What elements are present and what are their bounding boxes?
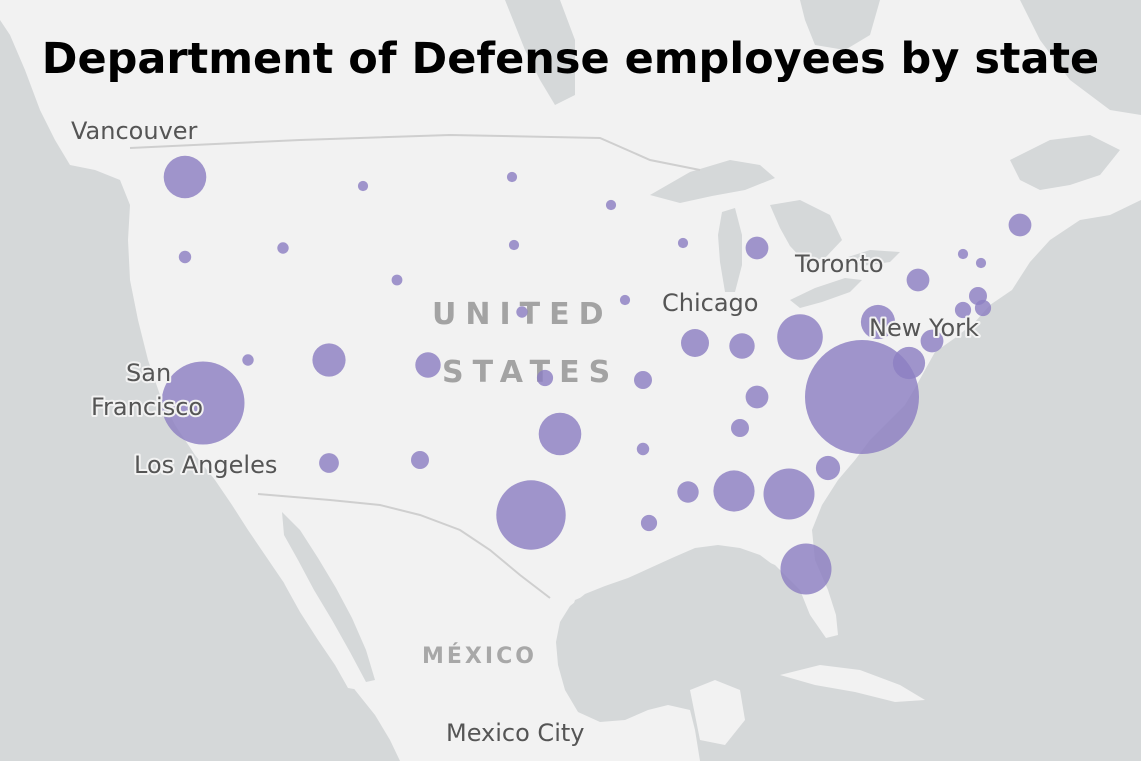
gulf-of-california (282, 512, 375, 682)
bubble-new-mexico[interactable] (411, 451, 429, 469)
land-baja-california (262, 500, 360, 690)
bubble-kentucky[interactable] (745, 385, 769, 409)
bubble-kansas[interactable] (536, 369, 554, 387)
bubble-maryland[interactable] (892, 346, 926, 380)
city-label-vancouver: Vancouver (71, 117, 198, 145)
lake-erie (790, 278, 862, 308)
bubble-mississippi[interactable] (677, 481, 699, 503)
bubble-illinois[interactable] (681, 329, 709, 357)
bubble-alabama[interactable] (713, 470, 755, 512)
bubble-missouri[interactable] (634, 371, 652, 389)
bubble-south-dakota[interactable] (508, 239, 520, 251)
bubble-new-hampshire[interactable] (975, 257, 987, 269)
bubble-ohio[interactable] (777, 314, 823, 360)
bubble-idaho[interactable] (277, 242, 289, 254)
lake-superior (650, 160, 775, 203)
city-label-mexico-city: Mexico City (446, 719, 584, 747)
land-yucatan (690, 680, 745, 745)
city-label-toronto: Toronto (794, 250, 884, 278)
bubble-iowa[interactable] (619, 294, 631, 306)
bubble-maine[interactable] (1008, 213, 1032, 237)
hudson-bay (800, 0, 880, 50)
lake-huron (770, 200, 842, 262)
land-cuba (780, 665, 925, 702)
bubble-nebraska[interactable] (516, 306, 528, 318)
bubble-oklahoma[interactable] (538, 412, 582, 456)
bubble-california[interactable] (161, 361, 245, 445)
bubble-connecticut[interactable] (954, 301, 972, 319)
bubble-oregon[interactable] (178, 250, 192, 264)
bubble-florida[interactable] (780, 543, 832, 595)
city-label-new-york: New York (869, 314, 979, 342)
lake-ontario (845, 250, 900, 266)
bubble-south-carolina[interactable] (815, 455, 841, 481)
bubble-nevada[interactable] (242, 354, 254, 366)
bubble-arizona[interactable] (319, 453, 339, 473)
bubble-layer (161, 155, 1032, 595)
bubble-texas[interactable] (496, 480, 566, 550)
bubble-utah[interactable] (312, 343, 346, 377)
bubble-washington[interactable] (163, 155, 207, 199)
bubble-georgia[interactable] (763, 468, 815, 520)
map-title: Department of Defense employees by state (41, 34, 1100, 84)
bubble-new-york[interactable] (906, 268, 930, 292)
bubble-wisconsin[interactable] (677, 237, 689, 249)
canada-us-border (129, 133, 701, 171)
city-label-san: San (126, 359, 171, 387)
bubble-vermont[interactable] (957, 248, 969, 260)
bubble-wyoming[interactable] (391, 274, 403, 286)
gulf-of-mexico (565, 550, 812, 715)
city-label-los-angeles: Los Angeles (134, 451, 277, 479)
bubble-colorado[interactable] (415, 352, 441, 378)
bubble-louisiana[interactable] (640, 514, 658, 532)
lake-michigan (718, 208, 742, 292)
bubble-new-jersey[interactable] (920, 329, 944, 353)
bubble-indiana[interactable] (729, 333, 755, 359)
bubble-arkansas[interactable] (636, 442, 650, 456)
bubble-rhode-island[interactable] (974, 299, 992, 317)
bubble-montana[interactable] (357, 180, 369, 192)
bubble-michigan[interactable] (745, 236, 769, 260)
bubble-virginia[interactable] (805, 340, 919, 454)
city-label-francisco: Francisco (91, 393, 203, 421)
gulf-of-st-lawrence (1010, 135, 1120, 190)
bubble-pennsylvania[interactable] (860, 304, 896, 340)
country-label-states: STATES (442, 355, 619, 390)
bubble-minnesota[interactable] (605, 199, 617, 211)
bubble-tennessee[interactable] (731, 419, 749, 437)
city-label-chicago: Chicago (662, 289, 758, 317)
northern-island (505, 0, 575, 105)
bubble-north-dakota[interactable] (506, 171, 518, 183)
country-label-mexico: MÉXICO (422, 643, 537, 669)
us-mexico-border (257, 493, 551, 599)
